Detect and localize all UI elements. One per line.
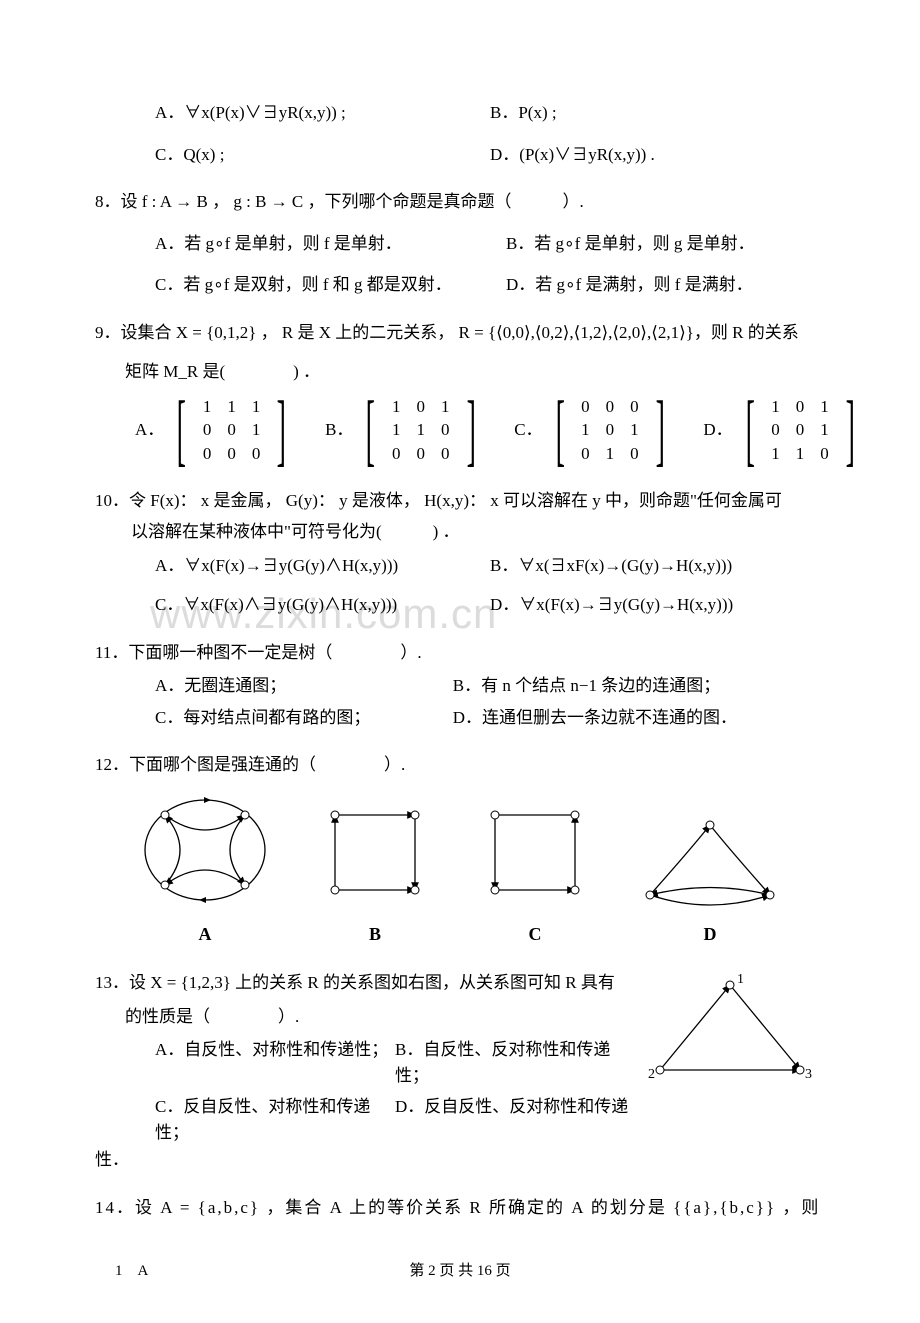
opt-b: B．自反性、反对称性和传递性； — [395, 1037, 635, 1088]
opt-d: D．∀x(F(x)→∃y(G(y)→H(x,y))) — [490, 592, 825, 618]
opt-b: B．∀x(∃xF(x)→(G(y)→H(x,y))) — [490, 553, 825, 579]
matrix-c: [ 000 101 010 ] — [547, 395, 674, 466]
opt-b: B．有 n 个结点 n−1 条边的连通图； — [453, 673, 825, 699]
opt-a: A．若 g∘f 是单射，则 f 是单射． — [155, 231, 506, 257]
q11: 11．下面哪一种图不一定是树（ ）. A．无圈连通图； B．有 n 个结点 n−… — [95, 640, 825, 731]
q9-matrices: A． [ 111 001 000 ] B． [ 101 110 — [95, 395, 825, 466]
label-b: B． — [325, 417, 353, 443]
opt-c: C．反自反性、对称性和传递性； — [155, 1094, 395, 1145]
opt-d: D．连通但删去一条边就不连通的图． — [453, 705, 825, 731]
q9-stem1: 9．设集合 X = {0,1,2} ， R 是 X 上的二元关系， R = {⟨… — [95, 320, 825, 346]
q14-stem: 14．设 A = {a,b,c} ，集合 A 上的等价关系 R 所确定的 A 的… — [95, 1195, 825, 1221]
q10-stem1: 10．令 F(x)： x 是金属， G(y)： y 是液体， H(x,y)： x… — [95, 488, 825, 514]
graph-d — [635, 810, 785, 910]
opt-a: A．自反性、对称性和传递性； — [155, 1037, 395, 1088]
graph-d-label: D — [635, 921, 785, 948]
opt-d: D．(P(x)∨∃yR(x,y)) . — [490, 142, 825, 168]
matrix-b: [ 101 110 000 ] — [357, 395, 484, 466]
matrix-d: [ 101 001 110 ] — [737, 395, 864, 466]
q13-stem1: 13．设 X = {1,2,3} 上的关系 R 的关系图如右图，从关系图可知 R… — [95, 970, 635, 996]
q9-stem2: 矩阵 M_R 是( ) ． — [95, 359, 825, 385]
q10: 10．令 F(x)： x 是金属， G(y)： y 是液体， H(x,y)： x… — [95, 488, 825, 618]
graph-b — [315, 800, 435, 910]
q7-options: A．∀x(P(x)∨∃yR(x,y)) ; B．P(x) ; C．Q(x) ; … — [95, 100, 825, 167]
graph-c — [475, 800, 595, 910]
opt-a: A．∀x(F(x)→∃y(G(y)∧H(x,y))) — [155, 553, 490, 579]
opt-c: C．Q(x) ; — [155, 142, 490, 168]
q9: 9．设集合 X = {0,1,2} ， R 是 X 上的二元关系， R = {⟨… — [95, 320, 825, 466]
label-a: A． — [135, 417, 164, 443]
opt-a: A．∀x(P(x)∨∃yR(x,y)) ; — [155, 100, 490, 126]
footer-right — [685, 1260, 805, 1283]
graph-a-label: A — [135, 921, 275, 948]
graph-a — [135, 790, 275, 910]
q12: 12．下面哪个图是强连通的（ ）. — [95, 752, 825, 948]
footer-center: 第 2 页 共 16 页 — [235, 1260, 685, 1283]
label-d: D． — [703, 417, 732, 443]
q10-stem2: 以溶解在某种液体中"可符号化为( ) ． — [95, 519, 825, 545]
graph-b-label: B — [315, 921, 435, 948]
opt-b: B．若 g∘f 是单射，则 g 是单射． — [506, 231, 825, 257]
node-3-label: 3 — [805, 1067, 812, 1082]
node-1-label: 1 — [737, 972, 744, 987]
opt-c: C．若 g∘f 是双射，则 f 和 g 都是双射． — [155, 272, 506, 298]
q13-stem2: 的性质是（ ）. — [95, 1004, 635, 1030]
q14: 14．设 A = {a,b,c} ，集合 A 上的等价关系 R 所确定的 A 的… — [95, 1195, 825, 1221]
opt-d: D．若 g∘f 是满射，则 f 是满射． — [506, 272, 825, 298]
opt-c: C．每对结点间都有路的图； — [155, 705, 453, 731]
graph-c-label: C — [475, 921, 595, 948]
opt-d: D．反自反性、反对称性和传递 — [395, 1094, 635, 1145]
q12-stem: 12．下面哪个图是强连通的（ ）. — [95, 752, 825, 778]
q13-tail: 性． — [95, 1147, 825, 1173]
footer-left: 1 A — [115, 1260, 235, 1283]
opt-a: A．无圈连通图； — [155, 673, 453, 699]
q12-graphs: A B — [95, 778, 825, 949]
label-c: C． — [514, 417, 542, 443]
opt-b: B．P(x) ; — [490, 100, 825, 126]
q8-stem: 8．设 f : A → B ， g : B → C ，下列哪个命题是真命题（ ）… — [95, 189, 825, 215]
q11-stem: 11．下面哪一种图不一定是树（ ）. — [95, 640, 825, 666]
matrix-a: [ 111 001 000 ] — [168, 395, 295, 466]
opt-c: C．∀x(F(x)∧∃y(G(y)∧H(x,y))) — [155, 592, 490, 618]
q8: 8．设 f : A → B ， g : B → C ，下列哪个命题是真命题（ ）… — [95, 189, 825, 298]
q13: 13．设 X = {1,2,3} 上的关系 R 的关系图如右图，从关系图可知 R… — [95, 970, 825, 1173]
node-2-label: 2 — [648, 1067, 655, 1082]
page-footer: 1 A 第 2 页 共 16 页 — [95, 1260, 825, 1283]
q13-graph: 1 2 3 — [645, 970, 815, 1090]
